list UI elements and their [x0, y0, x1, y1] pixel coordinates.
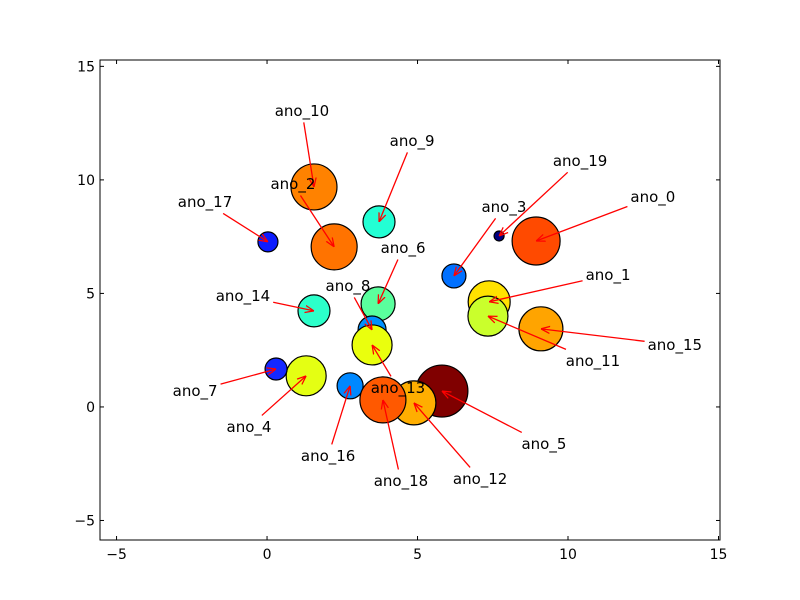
x-tick-label: 10 — [559, 547, 577, 563]
axis-ticks: −5 0 5 10 15 −5 0 5 10 15 — [74, 59, 727, 563]
y-tick-label: 0 — [86, 400, 95, 416]
annotation-label: ano_10 — [275, 102, 329, 121]
plot-frame — [99, 59, 721, 541]
annotation-label: ano_14 — [216, 287, 270, 306]
annotation-label: ano_4 — [227, 418, 272, 437]
arrows-layer — [220, 122, 645, 470]
annotation-arrow — [499, 171, 569, 236]
x-tick-label: 15 — [710, 547, 728, 563]
annotation-label: ano_1 — [586, 266, 631, 285]
annotation-arrow — [303, 122, 314, 187]
annotation-label: ano_7 — [173, 382, 218, 401]
annotation-arrow — [220, 369, 277, 385]
annotation-label: ano_13 — [371, 379, 425, 398]
annotation-arrow — [442, 391, 523, 434]
annotation-arrow — [414, 403, 471, 468]
x-tick-label: −5 — [106, 547, 127, 563]
annotation-label: ano_11 — [566, 352, 620, 371]
annotation-arrow — [331, 386, 350, 445]
annotation-label: ano_0 — [630, 188, 675, 207]
y-tick-label: 5 — [86, 286, 95, 302]
annotation-label: ano_15 — [648, 336, 702, 355]
annotation-arrow — [379, 152, 409, 222]
annotation-arrow — [273, 301, 314, 311]
labels-layer: ano_0 ano_1 ano_2 ano_3 ano_4 ano_5 ano_6 ano_7… — [173, 102, 702, 491]
annotation-label: ano_16 — [301, 447, 355, 466]
annotation-arrow — [353, 297, 372, 330]
annotation-label: ano_5 — [521, 435, 566, 454]
annotation-label: ano_17 — [178, 193, 232, 212]
y-tick-label: 10 — [77, 173, 95, 189]
annotation-arrow — [261, 376, 306, 416]
annotation-label: ano_6 — [381, 239, 426, 258]
annotation-label: ano_19 — [553, 152, 607, 171]
annotation-arrow — [489, 280, 583, 302]
annotation-arrow — [222, 212, 268, 241]
annotation-label: ano_3 — [481, 198, 526, 217]
annotation-arrow — [454, 218, 497, 276]
annotation-arrow — [372, 345, 392, 377]
x-tick-label: 5 — [413, 547, 422, 563]
annotation-label: ano_18 — [374, 472, 428, 491]
annotation-label: ano_2 — [270, 175, 315, 194]
annotation-arrow — [541, 329, 645, 342]
annotation-arrow — [536, 205, 628, 241]
x-tick-label: 0 — [263, 547, 272, 563]
annotation-label: ano_8 — [326, 277, 371, 296]
annotation-arrow — [378, 259, 399, 304]
y-tick-label: 15 — [77, 59, 95, 75]
annotation-label: ano_12 — [453, 470, 507, 489]
annotation-arrow — [383, 400, 400, 470]
y-tick-label: −5 — [74, 513, 95, 529]
annotation-label: ano_9 — [390, 132, 435, 151]
annotation-arrow — [299, 195, 334, 246]
annotation-arrow — [488, 316, 567, 350]
